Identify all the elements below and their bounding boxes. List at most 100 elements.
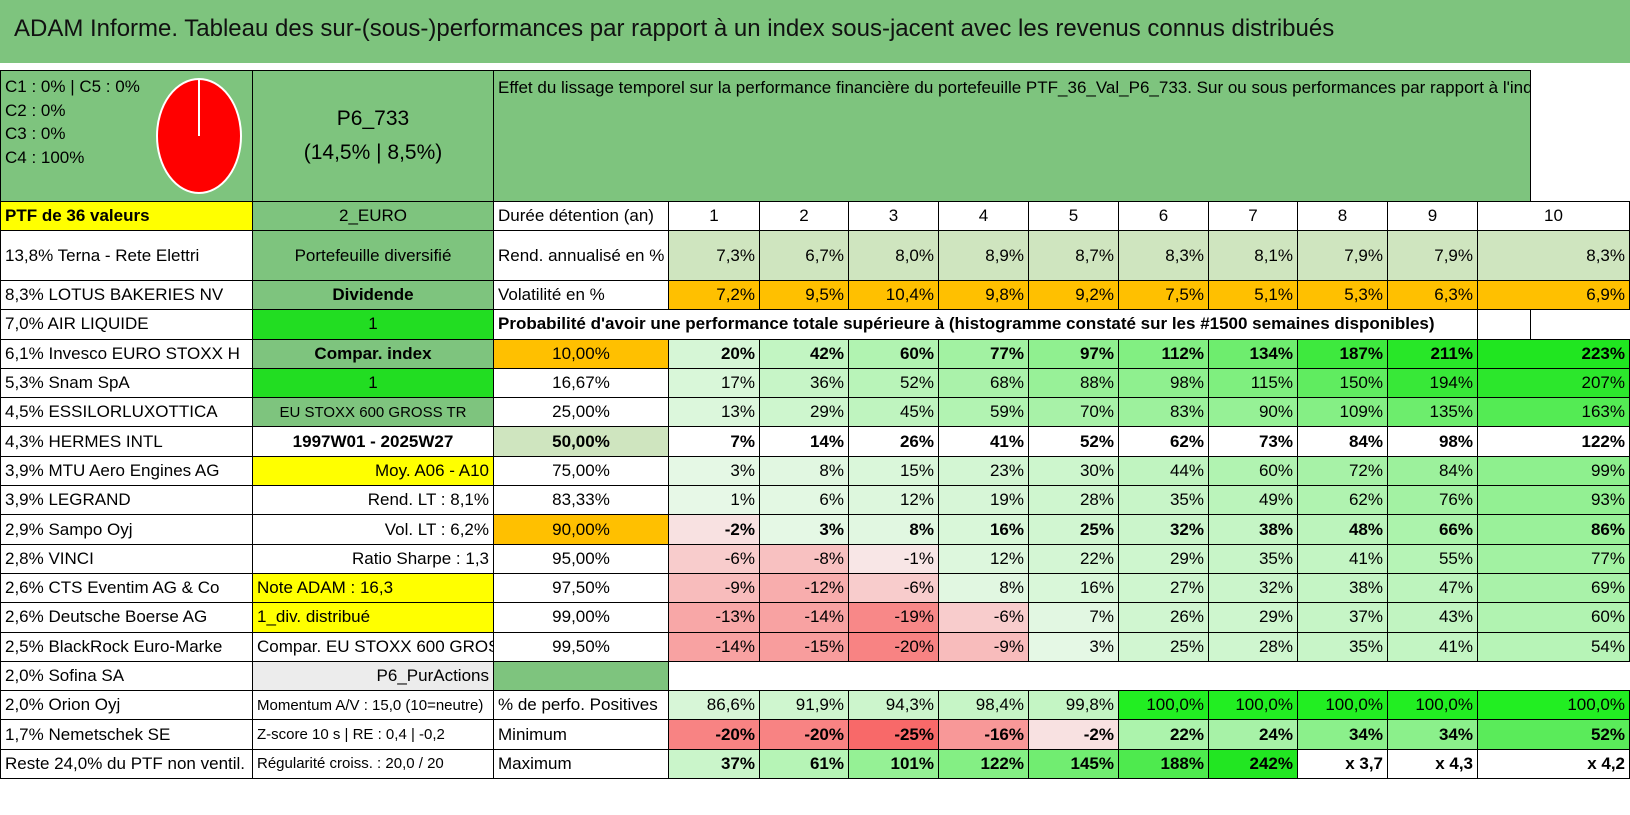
quantile-value: 38% (1208, 514, 1298, 545)
minimum-value: -20% (759, 719, 849, 750)
allocation-pie-chart (156, 78, 242, 194)
quantile-value: 29% (1118, 543, 1209, 574)
info-cell: 1997W01 - 2025W27 (252, 426, 494, 457)
holding-item: 3,9% MTU Aero Engines AG (0, 455, 253, 487)
quantile-value: 98% (1387, 426, 1478, 457)
holding-item: 2,0% Sofina SA (0, 660, 253, 692)
quantile-label: 10,00% (493, 338, 669, 369)
rend-value: 8,3% (1118, 230, 1209, 281)
maximum-value: 101% (848, 748, 939, 780)
quantile-value: 32% (1118, 514, 1209, 545)
quantile-value: 84% (1387, 455, 1478, 487)
quantile-value: -6% (938, 602, 1029, 633)
table-row: 4,3% HERMES INTL 1997W01 - 2025W27 50,00% 7… (0, 426, 1630, 457)
quantile-value: 84% (1297, 426, 1388, 457)
maximum-value: x 4,2 (1477, 748, 1630, 780)
quantile-value: 36% (759, 367, 849, 399)
quantile-value: 7% (1028, 602, 1119, 633)
quantile-value: 22% (1028, 543, 1119, 574)
info-cell: 1 (252, 367, 494, 399)
quantile-label: 95,00% (493, 543, 669, 574)
quantile-value: 122% (1477, 426, 1630, 457)
quantile-value: -13% (668, 602, 760, 633)
holding-item: 7,0% AIR LIQUIDE (0, 309, 253, 340)
empty-green-cell (493, 660, 669, 692)
empty-cell (1476, 309, 1532, 340)
portfolio-name-cell: P6_733 (14,5% | 8,5%) (252, 70, 494, 202)
portfolio-stats: (14,5% | 8,5%) (303, 141, 443, 164)
holding-item: 2,5% BlackRock Euro-Marke (0, 631, 253, 662)
rend-value: 7,9% (1297, 230, 1388, 281)
quantile-value: 25% (1118, 631, 1209, 662)
info-cell: Portefeuille diversifié (252, 230, 494, 281)
vol-value: 9,2% (1028, 279, 1119, 311)
info-cell: Vol. LT : 6,2% (252, 514, 494, 545)
quantile-value: -15% (759, 631, 849, 662)
vol-value: 9,8% (938, 279, 1029, 311)
quantile-value: 8% (759, 455, 849, 487)
maximum-value: x 4,3 (1387, 748, 1478, 780)
holdings-header: PTF de 36 valeurs (0, 201, 253, 231)
table-row: 2,8% VINCI Ratio Sharpe : 1,3 95,00% -6% -8%… (0, 543, 1630, 574)
holding-item: 2,6% Deutsche Boerse AG (0, 602, 253, 633)
maximum-value: 145% (1028, 748, 1119, 780)
maximum-value: 61% (759, 748, 849, 780)
quantile-value: 19% (938, 485, 1029, 516)
quantile-value: 8% (848, 514, 939, 545)
quantile-value: 48% (1297, 514, 1388, 545)
table-row: 2,6% Deutsche Boerse AG 1_div. distribué 9… (0, 602, 1630, 633)
quantile-value: 29% (1208, 602, 1298, 633)
quantile-value: 59% (938, 397, 1029, 428)
table-body: C1 : 0% | C5 : 0% C2 : 0% C3 : 0% C4 : 1… (0, 70, 1630, 780)
rend-value: 8,7% (1028, 230, 1119, 281)
title-separator (0, 63, 1630, 70)
info-cell: Moy. A06 - A10 (252, 455, 494, 487)
quantile-label: 90,00% (493, 514, 669, 545)
quantile-value: 35% (1118, 485, 1209, 516)
table-row: 2,6% CTS Eventim AG & Co Note ADAM : 16,3… (0, 572, 1630, 604)
quantile-value: 26% (1118, 602, 1209, 633)
table-row: 2,9% Sampo Oyj Vol. LT : 6,2% 90,00% -2% 3% 8… (0, 514, 1630, 545)
quantile-value: 32% (1208, 572, 1298, 604)
table-row: 6,1% Invesco EURO STOXX H Compar. index 10… (0, 338, 1630, 369)
rend-value: 6,7% (759, 230, 849, 281)
header-row: C1 : 0% | C5 : 0% C2 : 0% C3 : 0% C4 : 1… (0, 70, 1630, 202)
quantile-value: -9% (668, 572, 760, 604)
quantile-value: 3% (1028, 631, 1119, 662)
quantile-label: 97,50% (493, 572, 669, 604)
vol-label: Volatilité en % (493, 279, 669, 311)
positive-value: 99,8% (1028, 690, 1119, 721)
holding-item: 2,0% Orion Oyj (0, 690, 253, 721)
quantile-value: 37% (1297, 602, 1388, 633)
holding-item: 2,9% Sampo Oyj (0, 514, 253, 545)
quantile-label: 25,00% (493, 397, 669, 428)
quantile-value: 77% (1477, 543, 1630, 574)
quantile-value: 163% (1477, 397, 1630, 428)
year-header-2: 2 (759, 201, 849, 231)
quantile-value: 54% (1477, 631, 1630, 662)
legend-line-3: C3 : 0% (5, 124, 66, 143)
table-row: PTF de 36 valeurs 2_EURO Durée détention (… (0, 201, 1630, 231)
table-row: 7,0% AIR LIQUIDE 1 Probabilité d'avoir une… (0, 309, 1630, 340)
legend-line-2: C2 : 0% (5, 100, 66, 120)
quantile-value: 7% (668, 426, 760, 457)
info-cell: Note ADAM : 16,3 (252, 572, 494, 604)
quantile-label: 83,33% (493, 485, 669, 516)
quantile-value: -12% (759, 572, 849, 604)
info-cell: 1 (252, 309, 494, 340)
info-cell: Dividende (252, 279, 494, 311)
rend-value: 8,0% (848, 230, 939, 281)
info-cell: Compar. EU STOXX 600 GROSS TR (252, 631, 494, 662)
quantile-label: 99,50% (493, 631, 669, 662)
table-row: 2,0% Orion Oyj Momentum A/V : 15,0 (10=ne… (0, 690, 1630, 721)
vol-value: 6,3% (1387, 279, 1478, 311)
quantile-value: -6% (668, 543, 760, 574)
quantile-value: 83% (1118, 397, 1209, 428)
report-title-bar: ADAM Informe. Tableau des sur-(sous-)per… (0, 0, 1630, 63)
quantile-value: 52% (1028, 426, 1119, 457)
vol-value: 5,3% (1297, 279, 1388, 311)
positive-value: 100,0% (1297, 690, 1388, 721)
allocation-legend: C1 : 0% | C5 : 0% C2 : 0% C3 : 0% C4 : 1… (5, 75, 140, 169)
holding-item: 4,5% ESSILORLUXOTTICA (0, 397, 253, 428)
year-header-10: 10 (1477, 201, 1630, 231)
